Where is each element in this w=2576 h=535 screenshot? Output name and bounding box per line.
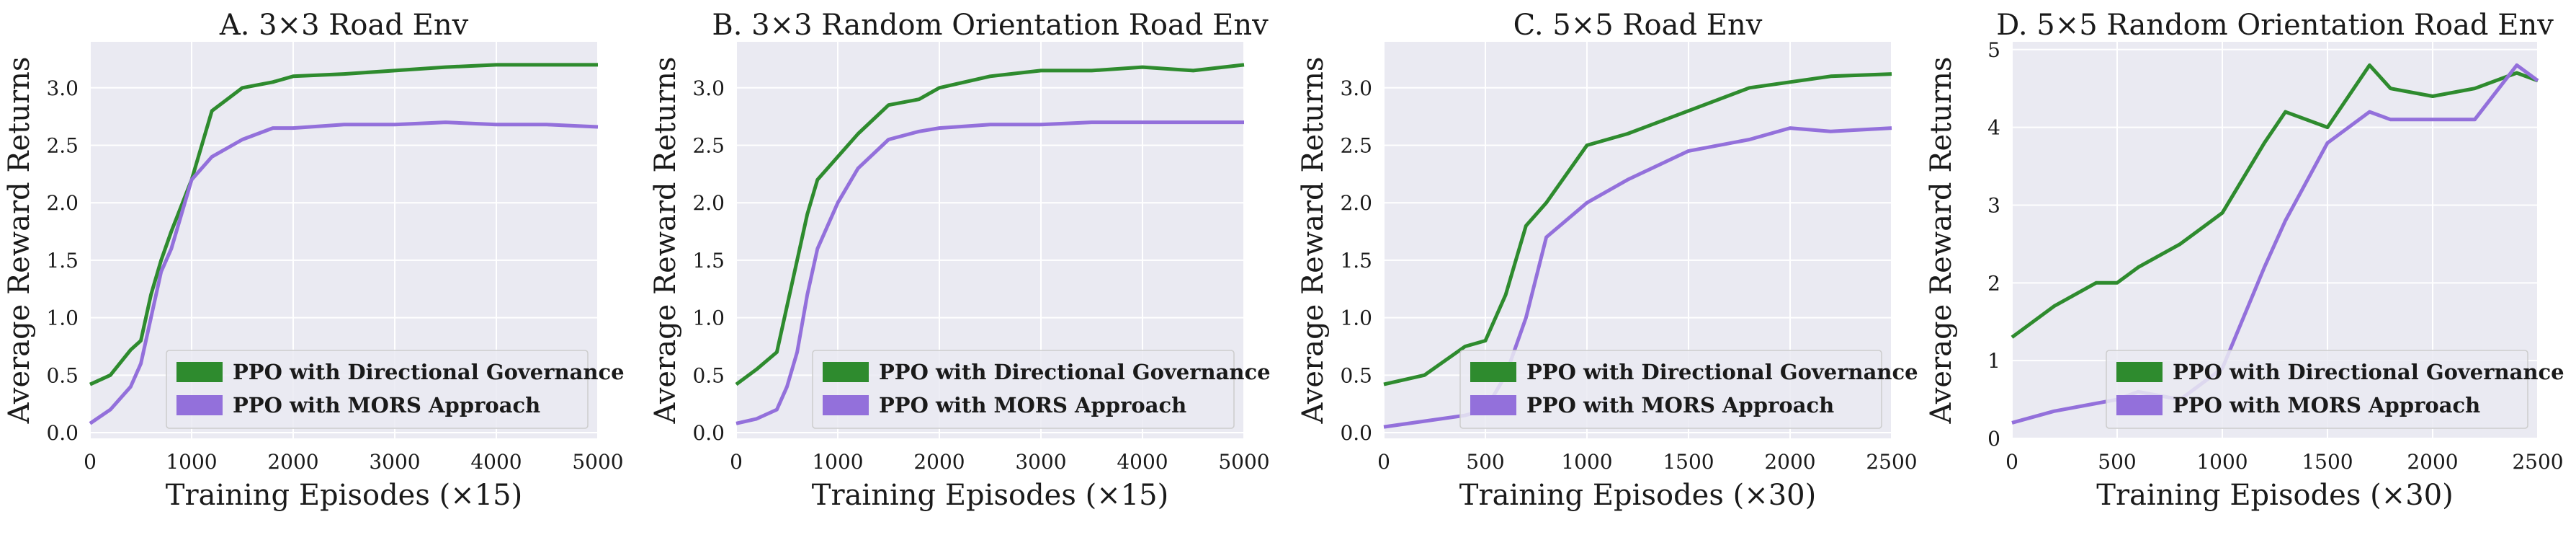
y-tick-label: 1.5 bbox=[46, 249, 79, 273]
chart-panel-1: 0.0 0.5 1.0 1.5 2.0 2.5 3.0 0 1000 2000 3000 4000 50… bbox=[3, 9, 625, 512]
legend-label-1: PPO with Directional Governance bbox=[1526, 360, 1918, 384]
y-tick-label: 2.5 bbox=[46, 133, 79, 157]
y-tick-label: 0.5 bbox=[1340, 363, 1372, 387]
y-tick-label: 1.0 bbox=[46, 306, 79, 330]
y-tick-label: 0.5 bbox=[46, 363, 79, 387]
x-tick-label: 1500 bbox=[1663, 450, 1714, 474]
x-tick-label: 4000 bbox=[1117, 450, 1168, 474]
chart-title: C. 5×5 Road Env bbox=[1513, 9, 1763, 42]
x-tick-label: 2000 bbox=[267, 450, 318, 474]
series-line-2 bbox=[89, 120, 599, 425]
y-axis-label: Average Reward Returns bbox=[649, 57, 682, 425]
x-tick-label: 500 bbox=[1466, 450, 1504, 474]
series-line-1 bbox=[2011, 63, 2539, 339]
x-tick-label: 5000 bbox=[1218, 450, 1269, 474]
chart-title: D. 5×5 Random Orientation Road Env bbox=[1996, 9, 2554, 42]
y-tick-label: 1.0 bbox=[692, 306, 725, 330]
chart-title: B. 3×3 Random Orientation Road Env bbox=[712, 9, 1269, 42]
y-axis-label: Average Reward Returns bbox=[3, 57, 36, 425]
series-line-1 bbox=[735, 63, 1245, 386]
chart-panel-2: 0.0 0.5 1.0 1.5 2.0 2.5 3.0 0 1000 2000 3000 4000 50… bbox=[649, 9, 1271, 512]
legend-swatch-1 bbox=[1470, 362, 1516, 382]
x-tick-label: 5000 bbox=[572, 450, 623, 474]
x-tick-label: 1000 bbox=[1561, 450, 1612, 474]
y-tick-label: 3.0 bbox=[1340, 76, 1372, 100]
x-axis-label: Training Episodes (×30) bbox=[2096, 479, 2453, 512]
y-tick-label: 0.0 bbox=[46, 421, 79, 445]
y-tick-label: 0.5 bbox=[692, 363, 725, 387]
series-line-1 bbox=[89, 63, 598, 386]
y-axis-label: Average Reward Returns bbox=[1297, 57, 1330, 425]
y-tick-label: 4 bbox=[1987, 116, 2000, 140]
legend-label-1: PPO with Directional Governance bbox=[233, 360, 625, 384]
x-tick-label: 1000 bbox=[166, 450, 217, 474]
legend-swatch-2 bbox=[823, 395, 869, 415]
y-tick-label: 1.0 bbox=[1340, 306, 1372, 330]
x-tick-label: 3000 bbox=[1015, 450, 1066, 474]
x-tick-label: 2000 bbox=[2407, 450, 2458, 474]
chart-panel-4: 0 1 2 3 4 5 0 500 1000 1500 2000 2500 D. 5×5 Random … bbox=[1925, 9, 2564, 512]
legend-swatch-1 bbox=[823, 362, 869, 382]
x-tick-label: 2500 bbox=[1866, 450, 1917, 474]
x-tick-label: 0 bbox=[1377, 450, 1390, 474]
y-tick-label: 1.5 bbox=[1340, 249, 1372, 273]
y-tick-label: 5 bbox=[1987, 38, 2000, 62]
legend-box bbox=[812, 350, 1235, 429]
series-line-2 bbox=[735, 120, 1244, 425]
y-tick-label: 0.0 bbox=[692, 421, 725, 445]
x-tick-label: 500 bbox=[2098, 450, 2136, 474]
y-tick-label: 0.0 bbox=[1340, 421, 1372, 445]
legend-box bbox=[166, 350, 589, 429]
y-axis-label: Average Reward Returns bbox=[1925, 57, 1958, 425]
chart-panel-3: 0.0 0.5 1.0 1.5 2.0 2.5 3.0 0 500 1000 1500 2000 250… bbox=[1297, 9, 1918, 512]
series-line-1 bbox=[1383, 72, 1892, 386]
legend-box bbox=[1459, 350, 1882, 429]
x-tick-label: 0 bbox=[730, 450, 743, 474]
legend-label-1: PPO with Directional Governance bbox=[2173, 360, 2564, 384]
x-axis-label: Training Episodes (×30) bbox=[1459, 479, 1816, 512]
x-tick-label: 2500 bbox=[2512, 450, 2563, 474]
legend-label-1: PPO with Directional Governance bbox=[879, 360, 1271, 384]
y-tick-label: 3.0 bbox=[692, 76, 725, 100]
x-tick-label: 0 bbox=[2005, 450, 2018, 474]
x-axis-label: Training Episodes (×15) bbox=[166, 479, 522, 512]
legend-swatch-2 bbox=[2116, 395, 2163, 415]
y-tick-label: 2.0 bbox=[46, 191, 79, 215]
y-tick-label: 2.0 bbox=[692, 191, 725, 215]
x-tick-label: 2000 bbox=[1764, 450, 1815, 474]
x-tick-label: 0 bbox=[84, 450, 97, 474]
y-tick-label: 2 bbox=[1987, 271, 2000, 295]
legend-swatch-1 bbox=[2116, 362, 2163, 382]
x-tick-label: 2000 bbox=[913, 450, 965, 474]
legend-label-2: PPO with MORS Approach bbox=[2173, 393, 2480, 417]
y-tick-label: 1.5 bbox=[692, 249, 725, 273]
legend-swatch-2 bbox=[1470, 395, 1516, 415]
x-tick-label: 1500 bbox=[2302, 450, 2353, 474]
legend-label-2: PPO with MORS Approach bbox=[879, 393, 1186, 417]
x-tick-label: 3000 bbox=[369, 450, 420, 474]
legend-swatch-2 bbox=[176, 395, 223, 415]
y-tick-label: 2.5 bbox=[1340, 133, 1372, 157]
y-tick-label: 3.0 bbox=[46, 76, 79, 100]
x-tick-label: 1000 bbox=[2196, 450, 2248, 474]
y-tick-label: 0 bbox=[1987, 427, 2000, 451]
y-tick-label: 2.5 bbox=[692, 133, 725, 157]
legend-label-2: PPO with MORS Approach bbox=[233, 393, 540, 417]
x-tick-label: 1000 bbox=[812, 450, 863, 474]
legend-label-2: PPO with MORS Approach bbox=[1526, 393, 1834, 417]
y-tick-label: 1 bbox=[1987, 349, 2000, 373]
x-tick-label: 4000 bbox=[470, 450, 522, 474]
y-tick-label: 3 bbox=[1987, 193, 2000, 217]
legend-swatch-1 bbox=[176, 362, 223, 382]
y-tick-label: 2.0 bbox=[1340, 191, 1372, 215]
chart-title: A. 3×3 Road Env bbox=[219, 9, 469, 42]
x-axis-label: Training Episodes (×15) bbox=[812, 479, 1168, 512]
legend-box bbox=[2106, 350, 2528, 429]
